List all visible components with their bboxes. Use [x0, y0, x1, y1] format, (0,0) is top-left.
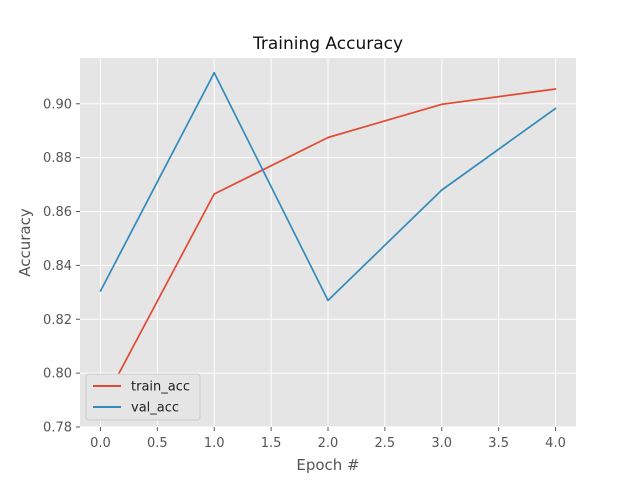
y-tick-label: 0.86: [43, 205, 72, 220]
legend-label-train-acc: train_acc: [131, 380, 190, 395]
x-tick-label: 0.0: [90, 436, 111, 451]
x-tick-label: 1.5: [261, 436, 282, 451]
data-point-train-acc: [554, 88, 557, 90]
data-point-train-acc: [327, 136, 329, 139]
y-tick-label: 0.82: [43, 313, 72, 328]
x-tick-label: 2.5: [375, 436, 396, 451]
y-tick-label: 0.84: [43, 259, 72, 274]
data-point-val-acc: [327, 299, 329, 302]
series-lines: [99, 71, 557, 409]
data-point-val-acc: [440, 189, 443, 191]
legend-label-val-acc: val_acc: [131, 401, 179, 416]
x-tick-label: 2.0: [318, 436, 339, 451]
data-point-val-acc: [554, 107, 557, 110]
y-axis-title: Accuracy: [16, 208, 34, 277]
x-tick-label: 4.0: [545, 436, 566, 451]
data-point-train-acc: [213, 193, 216, 195]
y-tick-label: 0.80: [43, 367, 72, 382]
x-axis-title: Epoch #: [296, 456, 359, 474]
data-point-train-acc: [440, 103, 443, 106]
data-point-val-acc: [213, 71, 216, 74]
y-tick-label: 0.88: [43, 151, 72, 166]
chart-title: Training Accuracy: [252, 34, 403, 54]
legend: train_acc val_acc: [85, 373, 201, 421]
x-tick-label: 0.5: [147, 436, 168, 451]
x-tick-label: 3.0: [431, 436, 452, 451]
x-axis-ticks: 0.0 0.5 1.0 1.5 2.0 2.5 3.0 3.5 4.0: [90, 427, 566, 451]
x-tick-label: 3.5: [488, 436, 509, 451]
y-tick-label: 0.90: [43, 97, 72, 112]
y-axis-ticks: 0.78 0.80 0.82 0.84 0.86 0.88 0.90: [43, 97, 80, 436]
y-tick-label: 0.78: [43, 421, 72, 436]
data-point-val-acc: [99, 290, 102, 292]
x-tick-label: 1.0: [204, 436, 225, 451]
